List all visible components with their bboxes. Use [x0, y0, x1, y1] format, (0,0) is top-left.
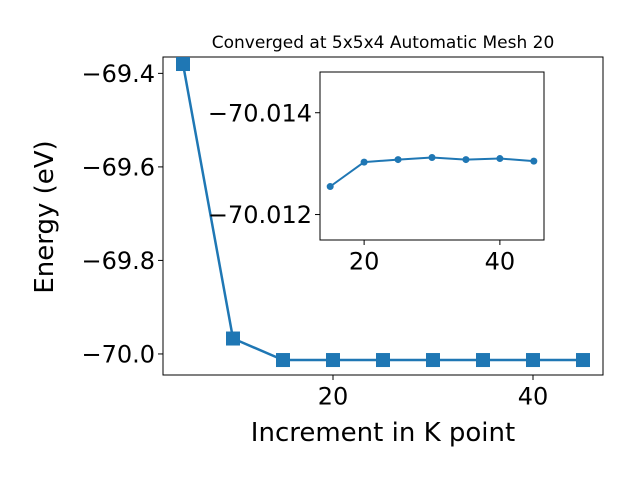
inset-data-point: [496, 155, 504, 163]
inset-x-tick-label: 20: [349, 247, 380, 275]
main-data-point: [576, 353, 590, 368]
y-axis-label: Energy (eV): [30, 140, 60, 293]
main-data-point: [376, 353, 390, 368]
main-x-tick-label: 40: [518, 382, 549, 410]
main-data-point: [426, 353, 440, 368]
inset-x-tick-label: 40: [485, 247, 516, 275]
inset-data-point: [428, 154, 436, 162]
main-data-point: [476, 353, 490, 368]
inset-data-point: [530, 157, 538, 165]
main-y-tick-label: −69.6: [81, 154, 155, 182]
inset-data-point: [394, 156, 402, 164]
chart-title: Converged at 5x5x4 Automatic Mesh 20: [212, 33, 555, 53]
inset-data-point: [462, 156, 470, 164]
main-data-point: [326, 353, 340, 368]
main-y-tick-label: −70.0: [81, 341, 155, 369]
main-y-tick-label: −69.4: [81, 60, 155, 88]
main-data-point: [226, 331, 240, 346]
main-y-tick-label: −69.8: [81, 247, 155, 275]
main-data-point: [526, 353, 540, 368]
main-data-point: [276, 353, 290, 368]
main-data-point: [176, 57, 190, 72]
main-x-tick-label: 20: [318, 382, 349, 410]
x-axis-label: Increment in K point: [251, 418, 515, 448]
inset-y-tick-label: −70.014: [208, 99, 312, 127]
inset-y-tick-label: −70.012: [208, 201, 312, 229]
inset-plot: 20 40 −70.014 −70.012: [208, 71, 545, 275]
inset-data-point: [326, 183, 334, 191]
inset-data-point: [360, 158, 368, 166]
